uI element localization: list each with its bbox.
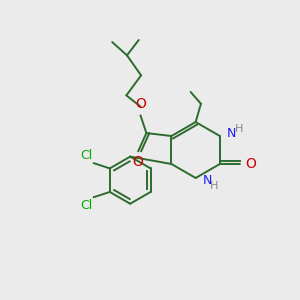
Text: H: H [235, 124, 244, 134]
Text: Cl: Cl [80, 199, 92, 212]
Text: N: N [227, 127, 237, 140]
Text: O: O [132, 155, 143, 169]
Text: O: O [245, 157, 256, 171]
Text: Cl: Cl [80, 148, 92, 162]
Text: N: N [203, 174, 212, 188]
Text: H: H [210, 181, 219, 191]
Text: O: O [136, 97, 146, 111]
